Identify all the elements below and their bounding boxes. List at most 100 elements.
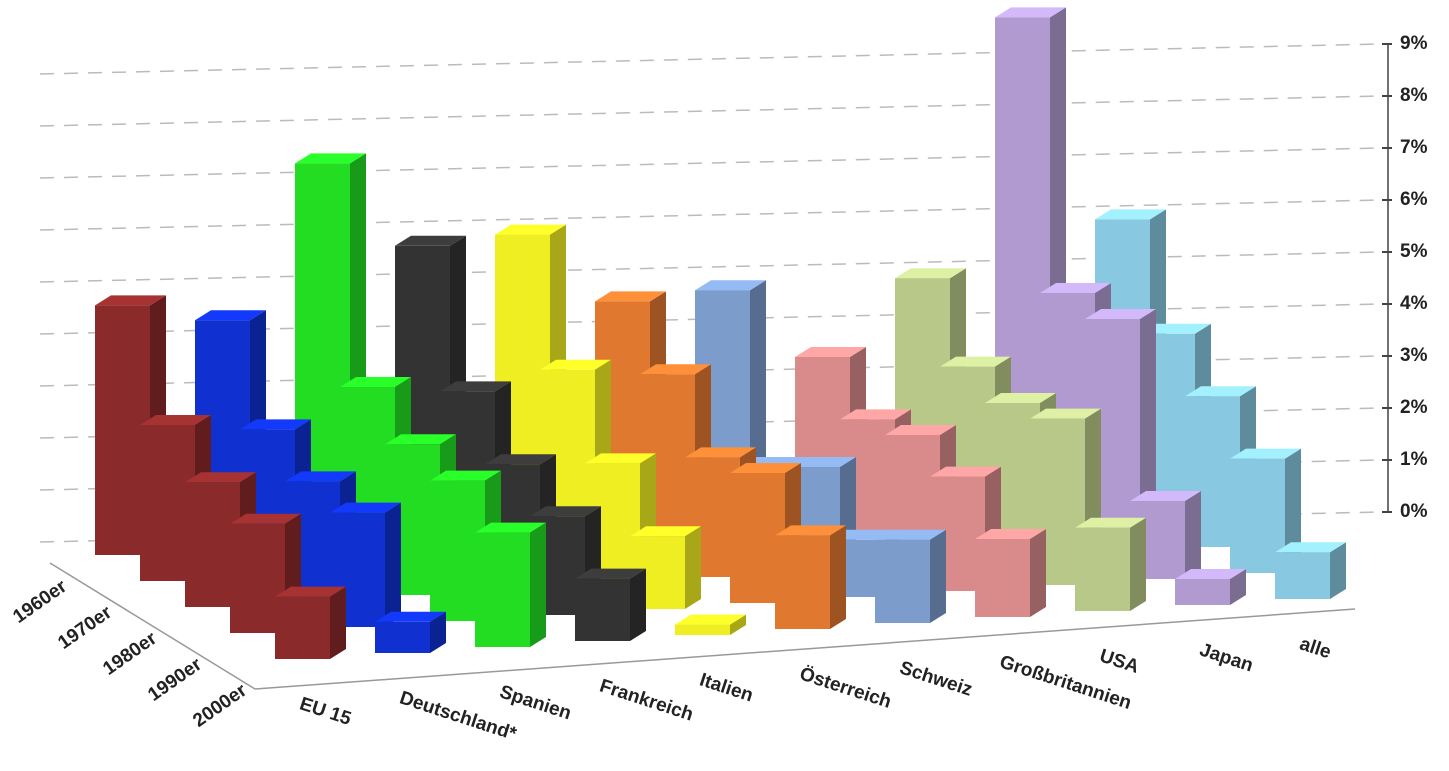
bar-top (985, 393, 1056, 403)
category-label: EU 15 (297, 694, 354, 730)
bar-top (785, 457, 856, 467)
grid-line (39, 43, 1381, 75)
category-label: Schweiz (897, 658, 975, 701)
grid-line (39, 251, 1381, 283)
bar-top (140, 415, 211, 425)
bar-top (440, 381, 511, 392)
bar-top (1175, 569, 1246, 579)
bar-side (1285, 448, 1301, 573)
bar-top (795, 347, 866, 357)
bar-3d (1175, 569, 1246, 605)
bar-3d (875, 529, 946, 623)
bar-side (630, 568, 646, 641)
bar (675, 624, 730, 635)
bar-3d (575, 568, 646, 641)
bar-3d (975, 529, 1046, 617)
y-tick-label: 3% (1400, 345, 1428, 366)
bar-side (1330, 542, 1346, 599)
depth-label: 2000er (189, 680, 251, 732)
bar-side (730, 614, 746, 635)
bar-top (775, 525, 846, 536)
bar-top (340, 377, 411, 387)
bar-top (875, 529, 946, 540)
bar-top (240, 419, 311, 430)
bar-top (730, 463, 801, 473)
y-tick-label: 9% (1400, 33, 1428, 54)
y-tick-label: 6% (1400, 189, 1428, 210)
bar-side (1030, 529, 1046, 617)
bar-top (685, 447, 756, 458)
bar-top (530, 506, 601, 517)
bar-top (840, 409, 911, 420)
bar-side (930, 529, 946, 623)
bar-top (630, 526, 701, 537)
bar-3d (775, 525, 846, 629)
bar-top (1140, 323, 1211, 334)
bar-top (1040, 283, 1111, 293)
bar-top (485, 454, 556, 465)
bar-top (585, 453, 656, 464)
depth-label: 1960er (9, 576, 71, 628)
bar-top (375, 611, 446, 622)
bar-side (430, 611, 446, 653)
bar-top (540, 359, 611, 370)
bar-top (1130, 491, 1201, 501)
bar-top (1030, 408, 1101, 419)
y-tick-label: 2% (1400, 397, 1428, 418)
category-label: Japan (1197, 640, 1256, 677)
category-label: Frankreich (597, 676, 696, 726)
bar-3d (1275, 542, 1346, 599)
bar (775, 535, 830, 629)
category-axis (254, 608, 1356, 690)
category-label: USA (1097, 646, 1142, 678)
bar-top (395, 235, 466, 246)
bar-side (385, 502, 401, 627)
bar-top (675, 614, 746, 625)
grid-line (39, 199, 1381, 231)
bar (1175, 579, 1230, 605)
y-tick-label: 8% (1400, 85, 1428, 106)
bar-top (285, 471, 356, 482)
bar-top (185, 472, 256, 483)
bar-top (1230, 448, 1301, 459)
bar-top (475, 522, 546, 533)
bar-side (1130, 517, 1146, 611)
bar-top (995, 7, 1066, 18)
bar-top (275, 586, 346, 597)
bar (575, 578, 630, 641)
grid-line (39, 147, 1381, 179)
bar-3d (675, 614, 746, 635)
bar-3d (375, 611, 446, 653)
bar (275, 596, 330, 659)
y-tick-label: 0% (1400, 501, 1428, 522)
y-tick-label: 4% (1400, 293, 1428, 314)
grid-line (39, 95, 1381, 127)
bar-top (330, 502, 401, 513)
bar-top (295, 153, 366, 164)
bar-top (1275, 542, 1346, 553)
bar-side (830, 525, 846, 629)
bar-top (230, 513, 301, 524)
depth-axis (49, 562, 256, 690)
bar-3d (475, 522, 546, 647)
bar-top (385, 434, 456, 445)
bar-side (1230, 569, 1246, 605)
bar-top (975, 529, 1046, 539)
bar-top (430, 470, 501, 481)
bar-top (95, 295, 166, 306)
bar-side (330, 586, 346, 659)
bar (375, 621, 430, 653)
depth-label: 1990er (144, 654, 206, 706)
depth-label: 1980er (99, 628, 161, 680)
category-label: Österreich (797, 664, 894, 713)
bar-top (885, 425, 956, 435)
bar-3d (275, 586, 346, 659)
depth-label: 1970er (54, 602, 116, 654)
bar-side (685, 526, 701, 609)
bar (475, 532, 530, 647)
bar-top (940, 356, 1011, 367)
bar-top (1075, 517, 1146, 528)
y-tick-label: 7% (1400, 137, 1428, 158)
bar-top (1095, 209, 1166, 220)
